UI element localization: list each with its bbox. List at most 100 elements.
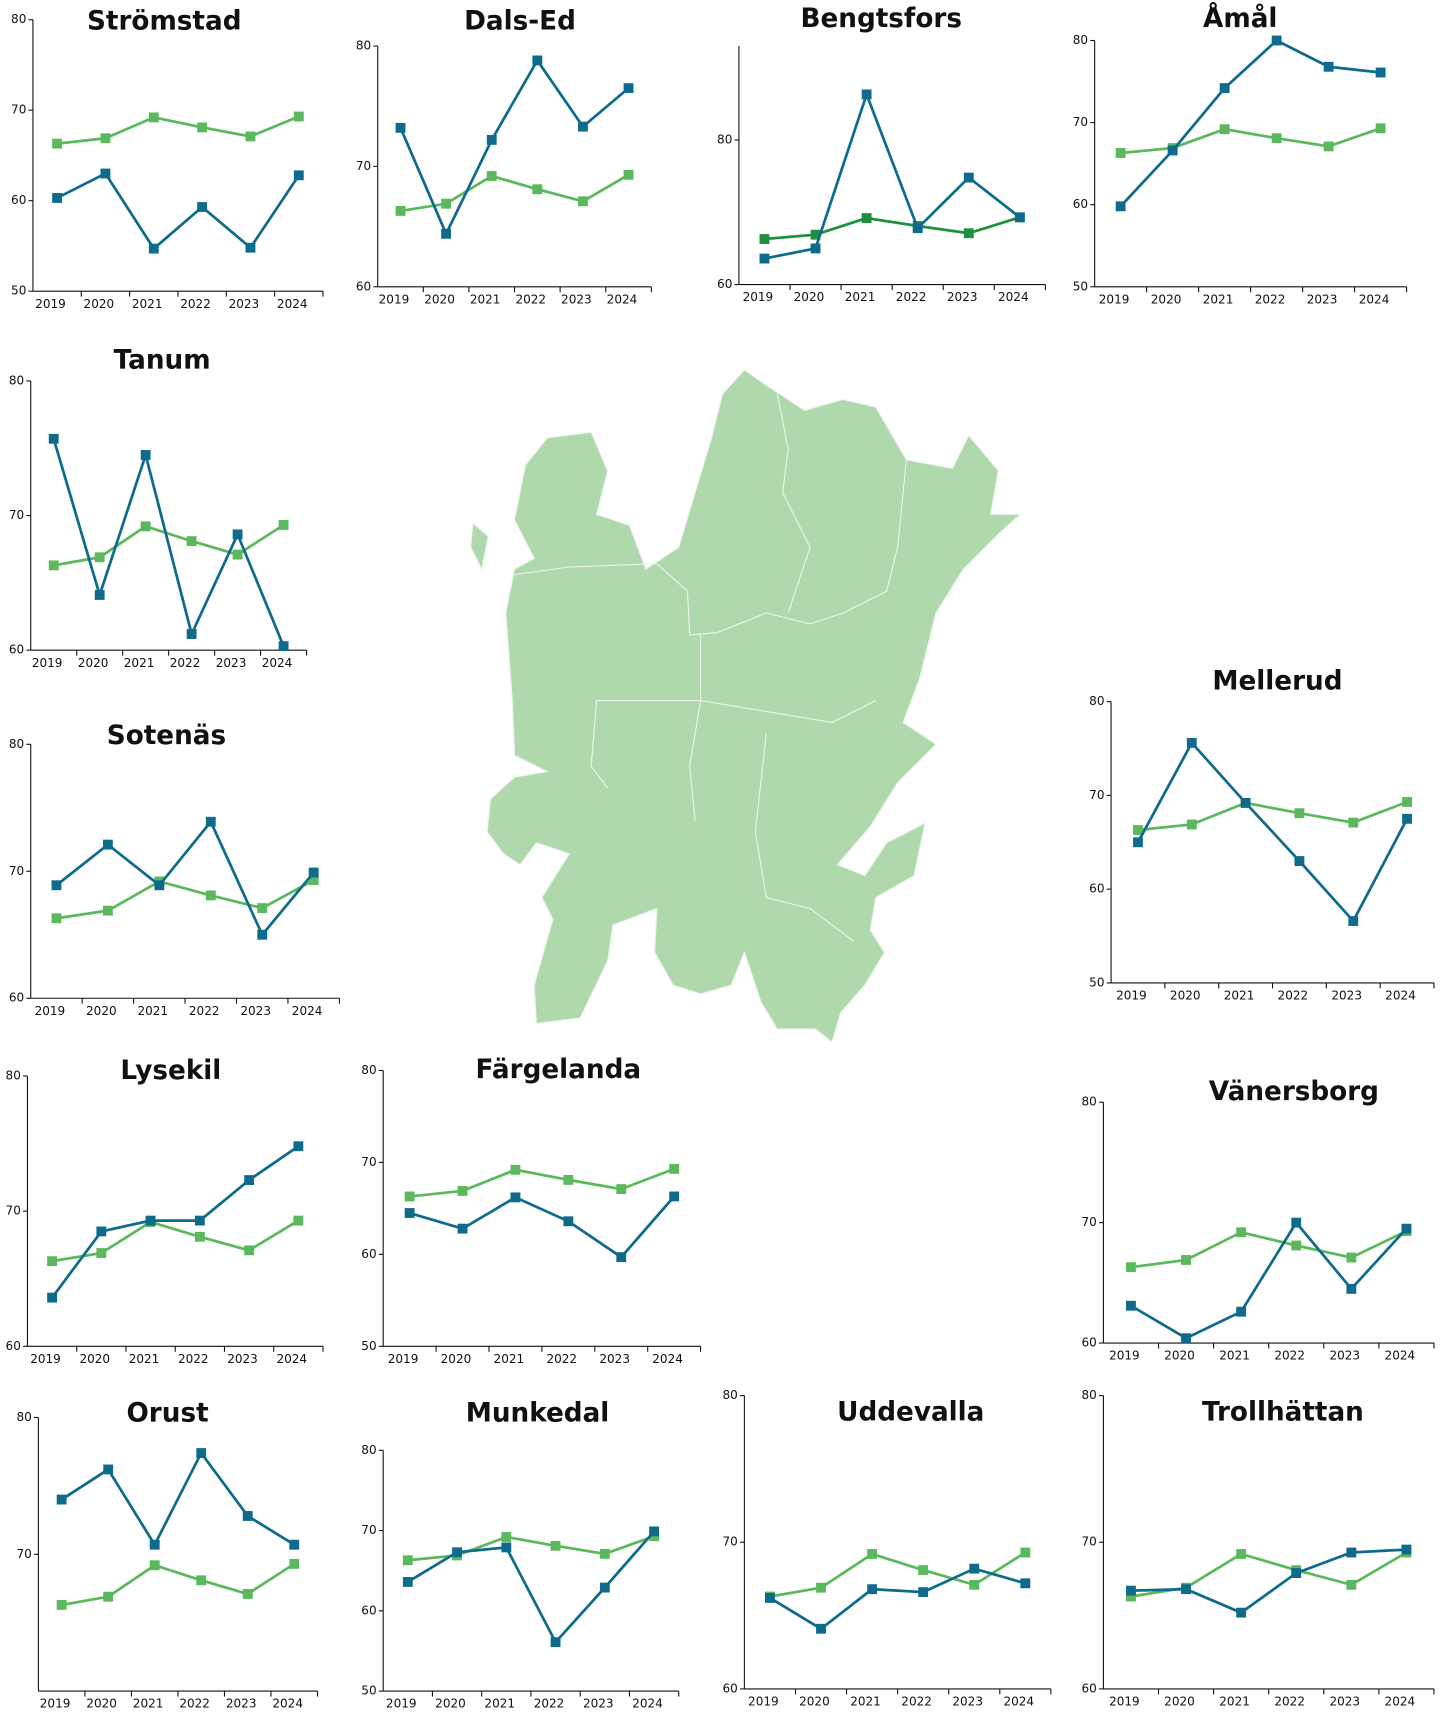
data-point [289,1558,300,1569]
chart-title: Dals-Ed [464,6,576,36]
data-point [1236,1607,1247,1618]
x-tick-label: 2020 [1164,1349,1195,1363]
x-tick-label: 2022 [901,1695,932,1709]
y-tick-label: 70 [723,1535,738,1549]
x-tick-label: 2024 [276,1352,307,1366]
y-tick-label: 60 [9,643,24,657]
data-point [140,450,151,460]
series-line [1130,1548,1407,1615]
data-point [47,1292,58,1303]
series-line [56,115,300,146]
x-tick-label: 2023 [561,292,592,306]
x-tick-label: 2024 [1385,989,1416,1003]
x-tick-label: 2019 [743,290,774,304]
x-tick-label: 2024 [1003,1695,1034,1709]
data-point [616,1184,627,1195]
data-point [232,549,243,560]
x-tick-label: 2019 [1116,989,1147,1003]
y-tick-label: 80 [1082,1388,1097,1402]
x-tick-label: 2022 [170,656,201,670]
series-line [56,878,315,920]
x-tick-label: 2020 [78,656,109,670]
x-tick-label: 2019 [1109,1695,1140,1709]
x-tick-label: 2019 [40,1697,71,1711]
y-tick-label: 80 [717,132,732,146]
data-point [154,880,165,891]
y-tick-label: 50 [361,1684,376,1698]
x-tick-label: 2022 [1278,989,1309,1003]
x-tick-label: 2023 [599,1352,630,1366]
data-point [1294,808,1305,819]
data-point [100,133,111,144]
data-point [578,196,588,207]
x-tick-label: 2021 [484,1697,515,1711]
data-point [486,171,497,181]
data-point [1236,1227,1247,1238]
data-point [48,433,59,444]
data-point [669,1191,680,1202]
series-line [50,1145,300,1299]
data-point [816,1623,826,1634]
x-tick-label: 2023 [1329,1349,1360,1363]
x-tick-label: 2023 [227,1352,258,1366]
data-point [532,55,543,66]
data-point [278,520,289,530]
data-point [501,1542,512,1553]
y-tick-label: 70 [1082,1215,1097,1229]
y-tick-label: 80 [361,1063,376,1077]
data-point [1219,83,1230,94]
data-point [145,1215,156,1226]
data-point [1126,1591,1136,1602]
x-tick-label: 2022 [1274,1695,1305,1709]
x-tick-label: 2019 [35,1004,66,1018]
data-point [861,89,872,100]
data-point [149,1539,160,1550]
series-line [1130,1229,1408,1269]
data-point [205,890,216,901]
x-tick-label: 2021 [1219,1695,1250,1709]
x-tick-label: 2023 [1329,1695,1360,1709]
x-tick-label: 2024 [1359,292,1390,306]
x-tick-label: 2024 [292,1004,323,1018]
series-line [764,90,1021,260]
y-tick-label: 60 [1089,882,1104,896]
x-tick-label: 2020 [424,292,455,306]
x-tick-label: 2023 [226,1697,257,1711]
data-point [1186,737,1197,748]
data-point [205,816,216,827]
series-line [1137,800,1408,832]
data-point [969,1579,980,1590]
chart-title: Lysekil [120,1056,221,1086]
data-point [51,913,62,924]
y-tick-label: 60 [9,991,24,1005]
x-tick-label: 2024 [277,297,308,311]
series-line [1130,1220,1408,1340]
x-tick-label: 2019 [379,292,410,306]
data-point [867,1584,878,1595]
y-tick-label: 50 [1089,975,1104,989]
x-tick-label: 2022 [534,1697,565,1711]
data-point [293,111,304,122]
series-line [56,171,300,251]
series-line [407,1530,656,1645]
chart: Mellerud 50 60 70 80 2019 2020 2021 2022 2023 2024 [1089,666,1435,1003]
data-point [1375,67,1386,78]
x-tick-label: 2021 [494,1352,525,1366]
chart: Trollhättan 60 70 80 2019 2020 2021 2022 2023 202… [1082,1388,1435,1709]
x-tick-label: 2019 [30,1352,61,1366]
data-point [149,1560,160,1571]
x-tick-label: 2019 [1099,292,1130,306]
data-point [289,1539,300,1550]
x-tick-label: 2020 [435,1697,466,1711]
data-point [186,536,197,547]
data-point [197,202,208,212]
series-line [1120,127,1382,155]
y-tick-label: 60 [6,1339,21,1353]
x-tick-label: 2021 [1203,292,1234,306]
data-point [402,1555,413,1566]
data-point [1271,133,1282,144]
x-tick-label: 2022 [1255,292,1286,306]
x-tick-label: 2020 [794,290,825,304]
data-point [1020,1547,1031,1558]
